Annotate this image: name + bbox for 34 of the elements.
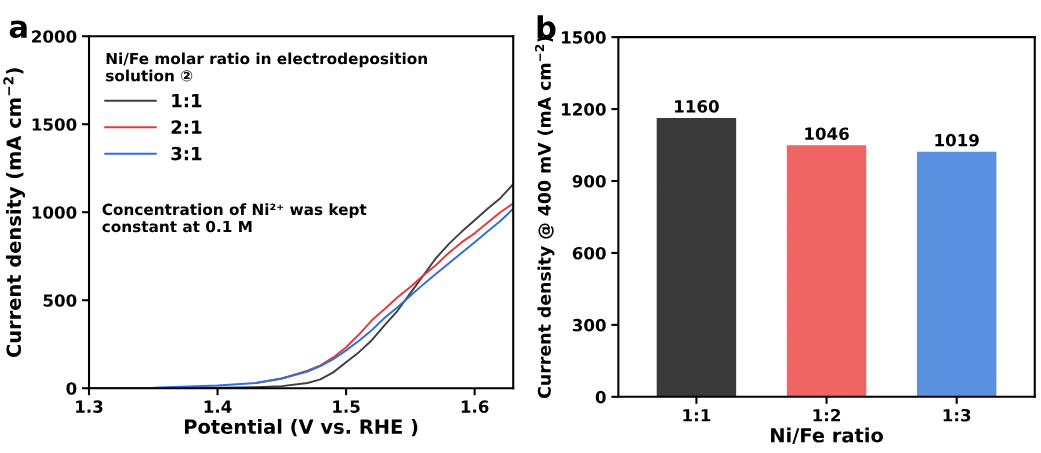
y-tick-label: 300 <box>572 318 606 332</box>
legend-label: 3:1 <box>171 146 202 161</box>
legend-label: 1:1 <box>172 93 202 108</box>
y-tick-label: 0 <box>66 382 77 395</box>
y-tick-label: 600 <box>572 246 606 260</box>
bar <box>656 117 737 397</box>
x-tick-label: 1.6 <box>461 400 489 413</box>
x-tick-label: 1.3 <box>76 400 103 413</box>
y-tick-label: 0 <box>595 390 606 404</box>
data-label: 1160 <box>675 100 719 113</box>
x-tick-label: 1:1 <box>683 409 711 422</box>
data-label: 1019 <box>935 133 979 147</box>
x-tick-label: 1:2 <box>813 408 841 422</box>
data-label: 1046 <box>805 127 849 140</box>
y-tick-label: 1500 <box>562 31 606 44</box>
y-tick-label: 1200 <box>562 103 606 116</box>
chart-title: a <box>9 20 27 39</box>
bar <box>786 145 867 397</box>
x-axis-title: Potential (V vs. RHE ) <box>185 418 418 437</box>
legend-title: Ni/Fe molar ratio in electrodeposition solution ② <box>106 52 427 82</box>
x-tick-label: 1.4 <box>204 400 232 413</box>
x-axis-title: Ni/Fe ratio <box>771 427 883 445</box>
bar <box>916 151 997 397</box>
y-tick-label: 1500 <box>32 118 77 131</box>
y-axis-title: Current density (mA cm$^{−2}$) <box>3 68 26 358</box>
y-tick-label: 1000 <box>32 206 77 219</box>
annotation: Concentration of Ni²⁺ was kept constant at 0.1 M <box>102 203 367 233</box>
y-tick-label: 900 <box>572 174 606 188</box>
legend-label: 2:1 <box>171 120 202 134</box>
y-tick-label: 500 <box>43 294 77 307</box>
x-tick-label: 1:3 <box>943 408 971 422</box>
chart-title: b <box>537 15 556 39</box>
y-tick-label: 2000 <box>32 30 77 43</box>
x-tick-label: 1.5 <box>333 400 360 413</box>
